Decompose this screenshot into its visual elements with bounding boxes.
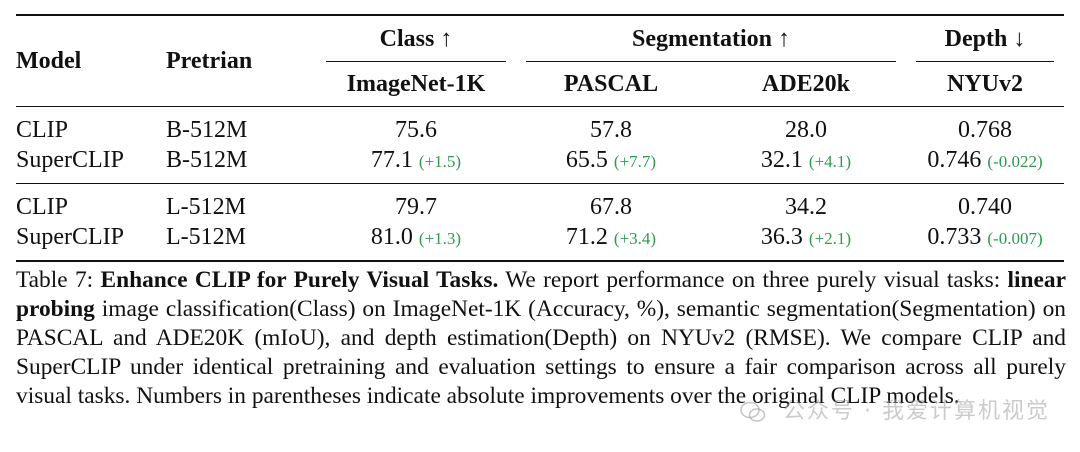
caption-bold-term: linear probing bbox=[16, 267, 1067, 322]
header-pretrain: Pretrian bbox=[166, 47, 253, 74]
cell-nyuv2: 0.740 bbox=[958, 193, 1012, 220]
watermark-text: 公众号 · 我爱计算机视觉 bbox=[783, 399, 1050, 424]
delta-value: (+1.3) bbox=[418, 228, 462, 248]
header-imagenet: ImageNet-1K bbox=[346, 70, 486, 97]
header-model: Model bbox=[16, 47, 82, 74]
cell-model: CLIP bbox=[16, 116, 69, 143]
delta-value: (-0.022) bbox=[987, 151, 1043, 171]
header-ade20k: ADE20k bbox=[761, 70, 851, 97]
cell-model: CLIP bbox=[16, 193, 69, 220]
cell-nyuv2: 0.733 (-0.007) bbox=[927, 223, 1043, 250]
table-caption: Table 7: Enhance CLIP for Purely Visual … bbox=[16, 266, 1066, 411]
cell-pascal: 57.8 bbox=[590, 116, 632, 143]
cell-imagenet: 81.0 (+1.3) bbox=[370, 223, 462, 250]
header-row-groups: Model Pretrian Class ↑ Segmentation ↑ De… bbox=[16, 16, 1064, 74]
cell-pretrain: L-512M bbox=[166, 223, 246, 250]
cell-pretrain: B-512M bbox=[166, 116, 248, 143]
table-row: SuperCLIP B-512M 77.1 (+1.5) 65.5 (+7.7)… bbox=[16, 145, 1064, 184]
delta-value: (+3.4) bbox=[613, 228, 657, 248]
cell-imagenet: 79.7 bbox=[395, 193, 437, 220]
cell-nyuv2: 0.768 bbox=[958, 116, 1012, 143]
cell-model: SuperCLIP bbox=[16, 146, 124, 173]
table-row: CLIP B-512M 75.6 57.8 28.0 0.768 bbox=[16, 107, 1064, 145]
caption-title: Enhance CLIP for Purely Visual Tasks. bbox=[100, 267, 499, 293]
cell-nyuv2: 0.746 (-0.022) bbox=[927, 146, 1043, 173]
delta-value: (+4.1) bbox=[808, 151, 852, 171]
cell-ade20k: 28.0 bbox=[785, 116, 827, 143]
caption-label: Table 7: bbox=[16, 267, 94, 293]
caption-text-1: We report performance on three purely vi… bbox=[505, 267, 1001, 293]
header-pascal: PASCAL bbox=[563, 70, 659, 97]
wechat-logo-icon bbox=[740, 401, 766, 422]
header-row-datasets: ImageNet-1K PASCAL ADE20k NYUv2 bbox=[16, 62, 1064, 107]
header-group-class: Class ↑ bbox=[316, 16, 516, 62]
cell-imagenet: 75.6 bbox=[395, 116, 437, 143]
cell-ade20k: 32.1 (+4.1) bbox=[760, 146, 852, 173]
cell-ade20k: 36.3 (+2.1) bbox=[760, 223, 852, 250]
header-group-segmentation: Segmentation ↑ bbox=[516, 16, 906, 62]
cell-imagenet: 77.1 (+1.5) bbox=[370, 146, 462, 173]
results-table: Model Pretrian Class ↑ Segmentation ↑ De… bbox=[16, 14, 1064, 263]
cell-pretrain: B-512M bbox=[166, 146, 248, 173]
cell-pascal: 65.5 (+7.7) bbox=[565, 146, 657, 173]
delta-value: (+1.5) bbox=[418, 151, 462, 171]
watermark: 公众号 · 我爱计算机视觉 bbox=[740, 393, 1050, 425]
header-nyuv2: NYUv2 bbox=[947, 70, 1023, 97]
cell-model: SuperCLIP bbox=[16, 223, 124, 250]
cell-pascal: 71.2 (+3.4) bbox=[565, 223, 657, 250]
header-group-depth: Depth ↓ bbox=[906, 16, 1064, 62]
cell-pascal: 67.8 bbox=[590, 193, 632, 220]
delta-value: (+2.1) bbox=[808, 228, 852, 248]
cell-ade20k: 34.2 bbox=[785, 193, 827, 220]
delta-value: (-0.007) bbox=[987, 228, 1043, 248]
delta-value: (+7.7) bbox=[613, 151, 657, 171]
table-row: SuperCLIP L-512M 81.0 (+1.3) 71.2 (+3.4)… bbox=[16, 222, 1064, 261]
cell-pretrain: L-512M bbox=[166, 193, 246, 220]
caption-text-2: image classification(Class) on ImageNet-… bbox=[16, 296, 1067, 409]
table-row: CLIP L-512M 79.7 67.8 34.2 0.740 bbox=[16, 184, 1064, 222]
